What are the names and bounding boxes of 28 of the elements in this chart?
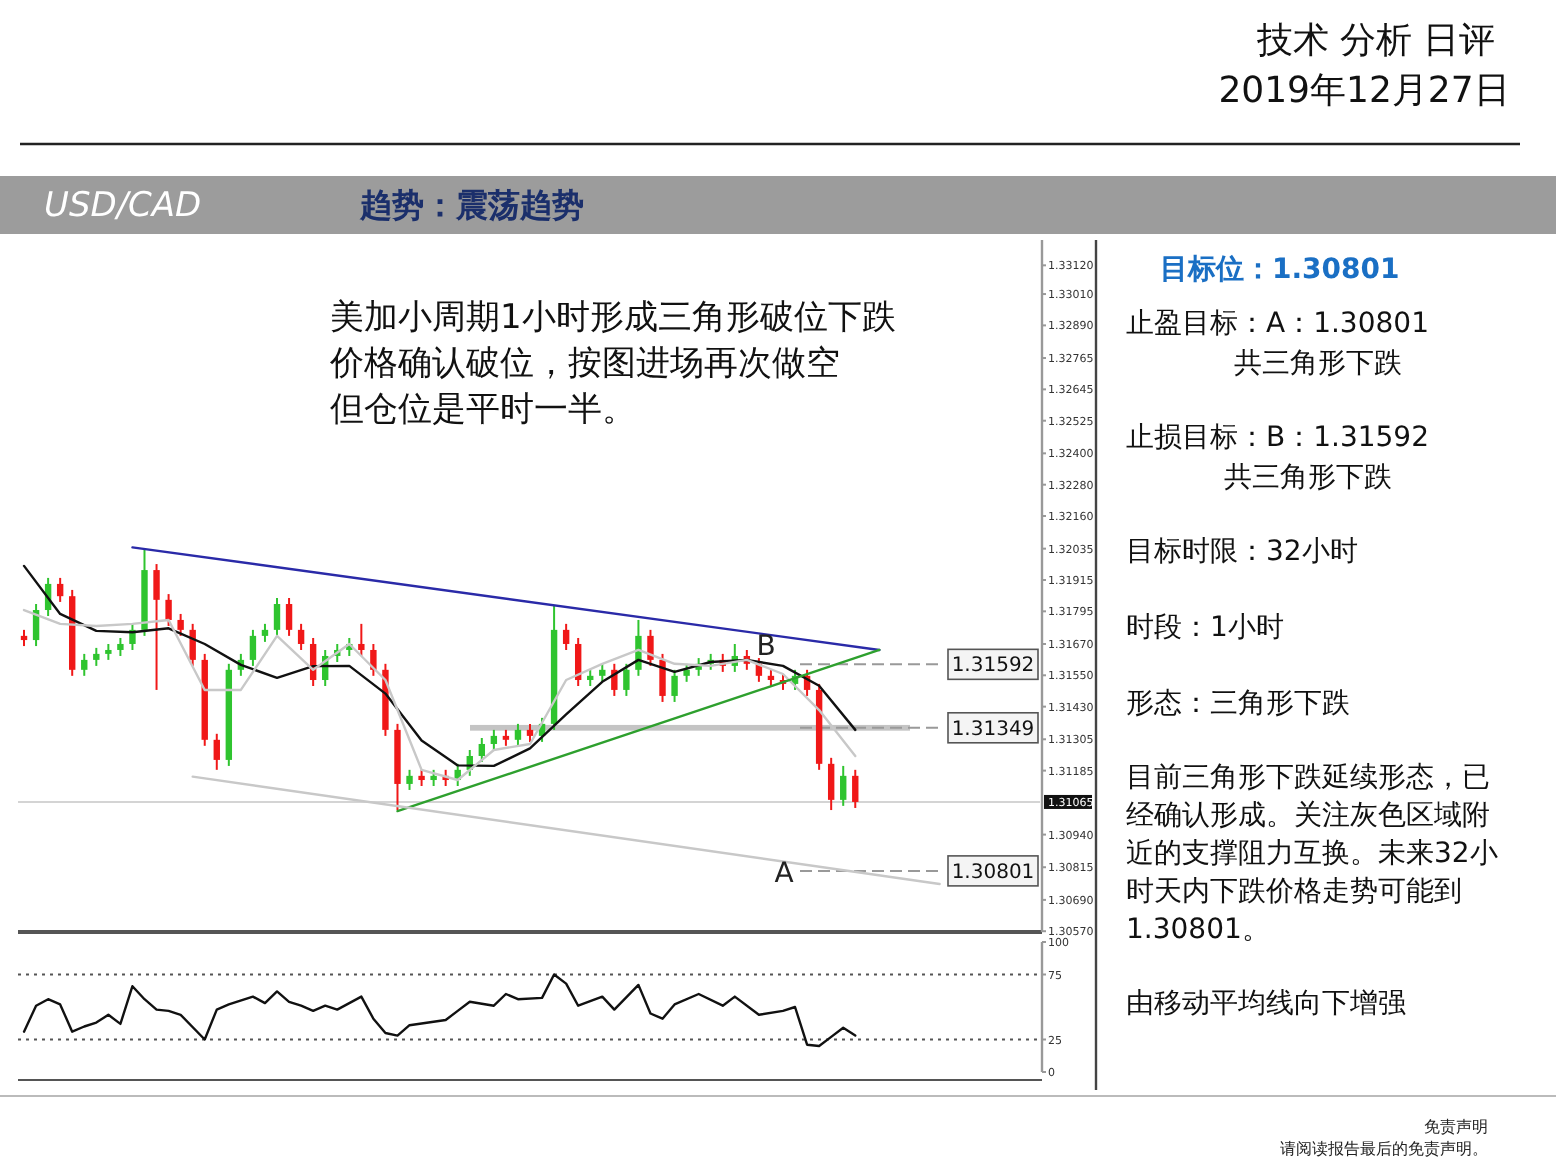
text: 止损目标：B：1.31592 [1126,422,1429,454]
annotation: B [756,631,776,664]
annotation: 美加小周期1小时形成三角形破位下跌 [330,298,896,338]
text: 目标时限：32小时 [1126,536,1358,568]
chart-subtitle: 趋势：震荡趋势 [358,186,584,224]
annotation: A [774,858,795,890]
ref-line-label: 1.31592 [951,655,1035,678]
text: 1.30801。 [1126,914,1270,946]
ref-line-label: 1.30801 [951,861,1035,884]
text: 时段：1小时 [1126,612,1284,644]
chart-title: USD/CAD [44,186,202,226]
text: 形态：三角形下跌 [1126,688,1350,720]
text: 止盈目标：A：1.30801 [1126,308,1429,340]
text: 技术 分析 日评 [1254,20,1496,62]
text: 近的支撑阻力互换。未来32小 [1126,838,1498,870]
text: 共三角形下跌 [1224,462,1392,494]
text: 时天内下跌价格走势可能到 [1126,876,1462,908]
text: 经确认形成。关注灰色区域附 [1126,800,1490,832]
text: 目前三角形下跌延续形态，已 [1126,762,1490,794]
text: 共三角形下跌 [1234,348,1402,380]
ref-line-label: 1.31349 [951,718,1035,741]
text: 2019年12月27日 [1218,70,1510,112]
text: 目标位：1.30801 [1160,254,1400,286]
annotation: 但仓位是平时一半。 [330,390,636,430]
text: 由移动平均线向下增强 [1126,988,1406,1020]
annotation: 价格确认破位，按图进场再次做空 [328,344,840,384]
text: 请阅读报告最后的免责声明。 [1280,1140,1488,1158]
text: 免责声明 [1424,1118,1488,1136]
